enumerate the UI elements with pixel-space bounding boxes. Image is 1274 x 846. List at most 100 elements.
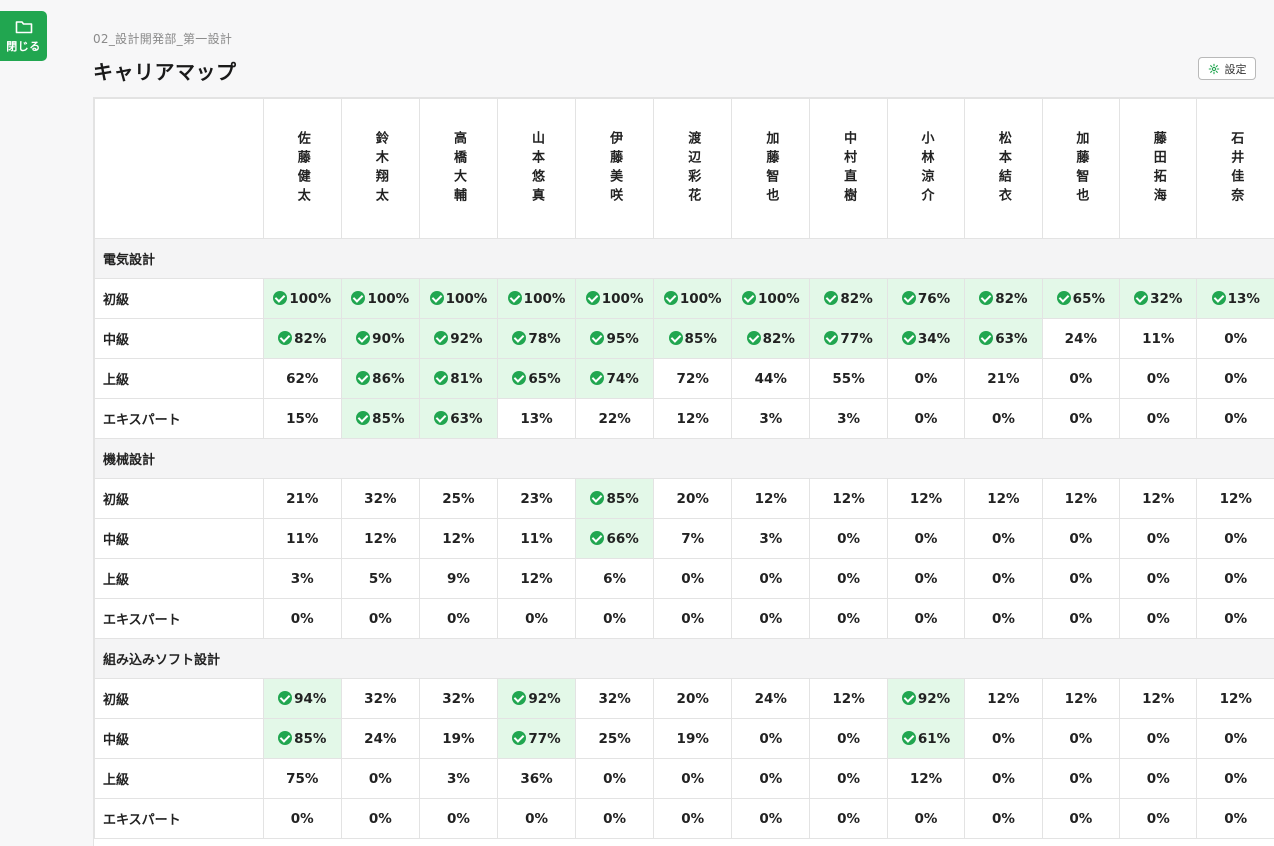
progress-cell[interactable]: 12% [1120, 679, 1197, 719]
progress-cell[interactable]: 12% [887, 479, 964, 519]
progress-cell[interactable]: 0% [341, 759, 419, 799]
progress-cell-achieved[interactable]: 63% [965, 319, 1042, 359]
progress-cell[interactable]: 12% [965, 479, 1042, 519]
progress-cell-achieved[interactable]: 86% [341, 359, 419, 399]
progress-cell[interactable]: 0% [810, 519, 887, 559]
progress-cell[interactable]: 62% [263, 359, 341, 399]
progress-cell[interactable]: 0% [732, 799, 810, 839]
progress-cell[interactable]: 0% [965, 759, 1042, 799]
progress-cell[interactable]: 12% [1197, 479, 1274, 519]
progress-cell[interactable]: 25% [576, 719, 654, 759]
progress-cell[interactable]: 21% [263, 479, 341, 519]
progress-cell-achieved[interactable]: 82% [810, 279, 887, 319]
progress-cell[interactable]: 0% [1120, 759, 1197, 799]
progress-cell[interactable]: 22% [576, 399, 654, 439]
progress-cell-achieved[interactable]: 74% [576, 359, 654, 399]
progress-cell-achieved[interactable]: 100% [497, 279, 575, 319]
progress-cell[interactable]: 0% [576, 759, 654, 799]
progress-cell-achieved[interactable]: 85% [263, 719, 341, 759]
progress-cell[interactable]: 12% [497, 559, 575, 599]
progress-cell[interactable]: 0% [810, 719, 887, 759]
progress-cell[interactable]: 0% [887, 559, 964, 599]
progress-cell[interactable]: 0% [1197, 399, 1274, 439]
progress-cell[interactable]: 19% [419, 719, 497, 759]
progress-cell-achieved[interactable]: 81% [419, 359, 497, 399]
progress-cell[interactable]: 0% [1042, 559, 1119, 599]
progress-cell[interactable]: 0% [576, 599, 654, 639]
progress-cell[interactable]: 44% [732, 359, 810, 399]
progress-cell[interactable]: 12% [810, 479, 887, 519]
employee-header[interactable]: 藤田拓海 [1120, 99, 1197, 239]
progress-cell-achieved[interactable]: 100% [341, 279, 419, 319]
progress-cell[interactable]: 0% [1120, 359, 1197, 399]
progress-cell[interactable]: 3% [263, 559, 341, 599]
progress-cell[interactable]: 32% [341, 479, 419, 519]
progress-cell-achieved[interactable]: 82% [732, 319, 810, 359]
progress-cell[interactable]: 0% [1042, 519, 1119, 559]
progress-cell[interactable]: 0% [1120, 599, 1197, 639]
progress-cell-achieved[interactable]: 65% [1042, 279, 1119, 319]
progress-cell[interactable]: 3% [419, 759, 497, 799]
progress-cell[interactable]: 11% [497, 519, 575, 559]
progress-cell-achieved[interactable]: 92% [887, 679, 964, 719]
progress-cell[interactable]: 6% [576, 559, 654, 599]
employee-header[interactable]: 石井佳奈 [1197, 99, 1274, 239]
progress-cell-achieved[interactable]: 85% [654, 319, 732, 359]
progress-cell[interactable]: 12% [965, 679, 1042, 719]
progress-cell-achieved[interactable]: 77% [497, 719, 575, 759]
progress-cell[interactable]: 0% [965, 559, 1042, 599]
progress-cell[interactable]: 24% [732, 679, 810, 719]
progress-cell[interactable]: 12% [419, 519, 497, 559]
progress-cell-achieved[interactable]: 100% [732, 279, 810, 319]
employee-header[interactable]: 高橋大輔 [419, 99, 497, 239]
progress-cell-achieved[interactable]: 100% [263, 279, 341, 319]
progress-cell[interactable]: 0% [654, 759, 732, 799]
progress-cell[interactable]: 0% [1120, 719, 1197, 759]
progress-cell[interactable]: 12% [341, 519, 419, 559]
progress-cell[interactable]: 0% [497, 599, 575, 639]
progress-cell[interactable]: 0% [732, 559, 810, 599]
progress-cell[interactable]: 0% [1197, 719, 1274, 759]
progress-cell[interactable]: 0% [965, 399, 1042, 439]
progress-cell[interactable]: 0% [497, 799, 575, 839]
progress-cell[interactable]: 0% [732, 759, 810, 799]
progress-cell[interactable]: 0% [419, 799, 497, 839]
progress-cell-achieved[interactable]: 63% [419, 399, 497, 439]
employee-header[interactable]: 加藤智也 [1042, 99, 1119, 239]
progress-cell-achieved[interactable]: 65% [497, 359, 575, 399]
progress-cell[interactable]: 23% [497, 479, 575, 519]
progress-cell[interactable]: 0% [263, 599, 341, 639]
progress-cell[interactable]: 0% [1197, 599, 1274, 639]
progress-cell[interactable]: 0% [419, 599, 497, 639]
progress-cell[interactable]: 0% [1042, 799, 1119, 839]
progress-cell[interactable]: 72% [654, 359, 732, 399]
progress-cell-achieved[interactable]: 92% [497, 679, 575, 719]
progress-cell[interactable]: 12% [654, 399, 732, 439]
progress-cell[interactable]: 12% [1042, 679, 1119, 719]
progress-cell-achieved[interactable]: 100% [419, 279, 497, 319]
progress-cell[interactable]: 0% [965, 599, 1042, 639]
progress-cell[interactable]: 0% [732, 719, 810, 759]
employee-header[interactable]: 加藤智也 [732, 99, 810, 239]
progress-cell[interactable]: 0% [576, 799, 654, 839]
employee-header[interactable]: 小林涼介 [887, 99, 964, 239]
progress-cell[interactable]: 0% [1042, 399, 1119, 439]
progress-cell[interactable]: 0% [887, 599, 964, 639]
progress-cell[interactable]: 0% [263, 799, 341, 839]
progress-cell-achieved[interactable]: 61% [887, 719, 964, 759]
progress-cell-achieved[interactable]: 76% [887, 279, 964, 319]
progress-cell[interactable]: 3% [810, 399, 887, 439]
career-map-table-container[interactable]: 佐藤健太鈴木翔太高橋大輔山本悠真伊藤美咲渡辺彩花加藤智也中村直樹小林涼介松本結衣… [93, 97, 1274, 846]
progress-cell[interactable]: 3% [732, 519, 810, 559]
progress-cell[interactable]: 0% [887, 799, 964, 839]
progress-cell-achieved[interactable]: 34% [887, 319, 964, 359]
progress-cell[interactable]: 36% [497, 759, 575, 799]
employee-header[interactable]: 鈴木翔太 [341, 99, 419, 239]
progress-cell[interactable]: 24% [1042, 319, 1119, 359]
progress-cell[interactable]: 0% [887, 359, 964, 399]
progress-cell[interactable]: 0% [341, 799, 419, 839]
progress-cell[interactable]: 12% [887, 759, 964, 799]
progress-cell-achieved[interactable]: 92% [419, 319, 497, 359]
progress-cell[interactable]: 11% [263, 519, 341, 559]
progress-cell[interactable]: 0% [654, 599, 732, 639]
